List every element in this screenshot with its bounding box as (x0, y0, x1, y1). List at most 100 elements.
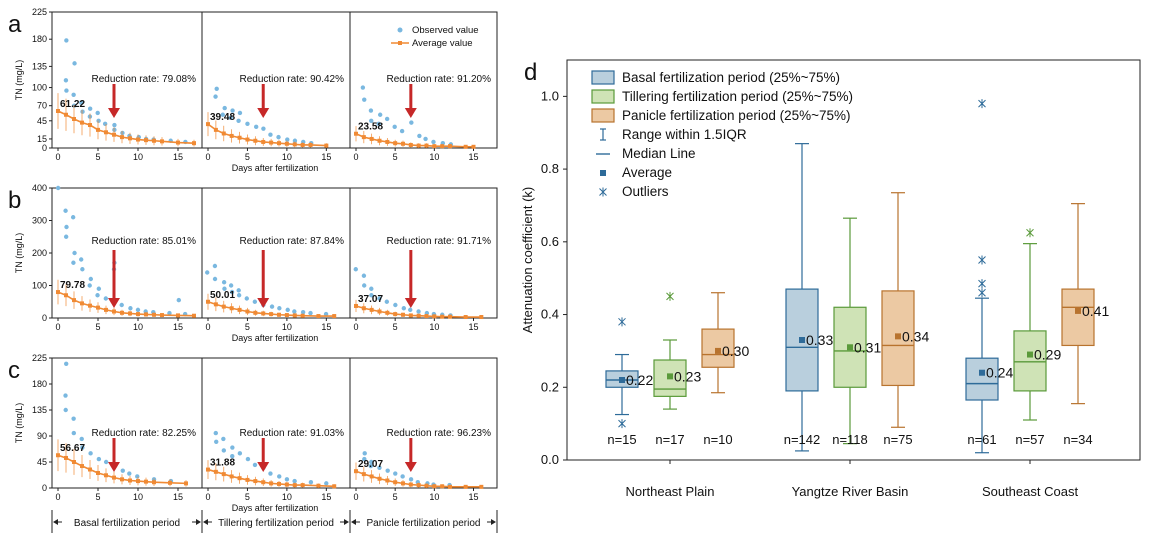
average-point (293, 483, 297, 487)
y-tick-label: 15 (37, 134, 47, 144)
average-point (253, 479, 257, 483)
segment-1: 0 5 10 15 39.48 Reduction rate: 90.42% (205, 74, 344, 162)
observed-point (261, 126, 265, 130)
average-point (301, 143, 305, 147)
observed-point (276, 135, 280, 139)
panel-a: a0154570100135180225TN (mg/L)0 5 10 1561.22… (8, 7, 497, 173)
observed-point (354, 267, 358, 271)
x-tick-label: 10 (282, 492, 292, 502)
reduction-arrow-head (405, 298, 417, 308)
observed-point (393, 303, 397, 307)
average-point (301, 314, 305, 318)
observed-point (222, 106, 226, 110)
initial-value-label: 31.88 (210, 458, 235, 469)
observed-point (221, 437, 225, 441)
observed-point (409, 477, 413, 481)
average-point (448, 315, 452, 319)
observed-point (213, 94, 217, 98)
mean-marker (895, 333, 901, 339)
average-point (222, 131, 226, 135)
mean-marker (979, 370, 985, 376)
observed-point (301, 310, 305, 314)
average-point (332, 484, 336, 488)
period-label: Tillering fertilization period (218, 518, 334, 529)
observed-point (64, 235, 68, 239)
reduction-rate-label: Reduction rate: 90.42% (239, 74, 344, 85)
average-point (479, 485, 483, 489)
average-point (96, 306, 100, 310)
y-tick-label: 0.8 (541, 161, 559, 176)
initial-value-label: 50.01 (210, 290, 235, 301)
observed-point (363, 451, 367, 455)
x-tick-label: 15 (321, 152, 331, 162)
observed-point (213, 277, 217, 281)
average-point (152, 480, 156, 484)
average-point (261, 140, 265, 144)
observed-point (64, 408, 68, 412)
observed-point (222, 448, 226, 452)
y-tick-label: 0.2 (541, 379, 559, 394)
average-point (301, 483, 305, 487)
x-tick-label: 10 (133, 152, 143, 162)
average-point (378, 139, 382, 143)
y-tick-label: 0 (42, 143, 47, 153)
x-tick-label: 0 (55, 322, 60, 332)
average-point (104, 473, 108, 477)
average-point (136, 312, 140, 316)
box: 0.33n=142 (784, 144, 834, 451)
average-point (393, 141, 397, 145)
y-tick-label: 180 (32, 34, 47, 44)
segment-0: 0 5 10 1561.22Reduction rate: 79.08% (55, 38, 196, 162)
legend-observed-label: Observed value (412, 25, 479, 36)
reduction-arrow-head (257, 462, 269, 472)
observed-point (63, 209, 67, 213)
average-point (285, 483, 289, 487)
legend-label: Basal fertilization period (25%~75%) (622, 70, 840, 85)
observed-point (96, 119, 100, 123)
outlier-marker (979, 279, 986, 288)
average-point (168, 481, 172, 485)
x-tick-label: 0 (55, 152, 60, 162)
observed-point (64, 38, 68, 42)
observed-point (177, 298, 181, 302)
average-point (230, 306, 234, 310)
legend: Observed valueAverage value (391, 25, 479, 49)
x-tick-label: 15 (173, 322, 183, 332)
average-point (370, 474, 374, 478)
sample-count: n=57 (1015, 432, 1044, 447)
observed-point (72, 251, 76, 255)
legend-swatch (592, 90, 614, 103)
average-point (440, 315, 444, 319)
outlier-marker (667, 292, 674, 301)
x-tick-label: 0 (205, 322, 210, 332)
observed-point (378, 113, 382, 117)
average-point (324, 144, 328, 148)
average-point (440, 484, 444, 488)
average-point (409, 143, 413, 147)
segment-1: 0 5 10 1531.88Reduction rate: 91.03% (205, 428, 344, 502)
x-tick-label: 5 (95, 152, 100, 162)
average-point (192, 314, 196, 318)
x-tick-label: 5 (245, 492, 250, 502)
average-point (401, 481, 405, 485)
reduction-arrow-head (405, 462, 417, 472)
mean-label: 0.31 (854, 339, 881, 355)
observed-point (362, 283, 366, 287)
x-tick-label: 0 (205, 152, 210, 162)
reduction-arrow-head (108, 108, 120, 118)
initial-value-label: 61.22 (60, 99, 85, 110)
observed-point (64, 78, 68, 82)
x-axis-label: Days after fertilization (232, 333, 319, 343)
average-point (112, 133, 116, 137)
x-tick-label: 5 (245, 322, 250, 332)
average-point (253, 139, 257, 143)
average-point (104, 308, 108, 312)
box: 0.24 n=61 (966, 99, 1013, 453)
observed-point (120, 303, 124, 307)
x-category-label: Southeast Coast (982, 484, 1079, 499)
average-point (144, 480, 148, 484)
period-arrowhead-right (344, 519, 349, 525)
observed-point (385, 117, 389, 121)
box: 0.34n=75 (882, 193, 929, 447)
observed-point (88, 107, 92, 111)
